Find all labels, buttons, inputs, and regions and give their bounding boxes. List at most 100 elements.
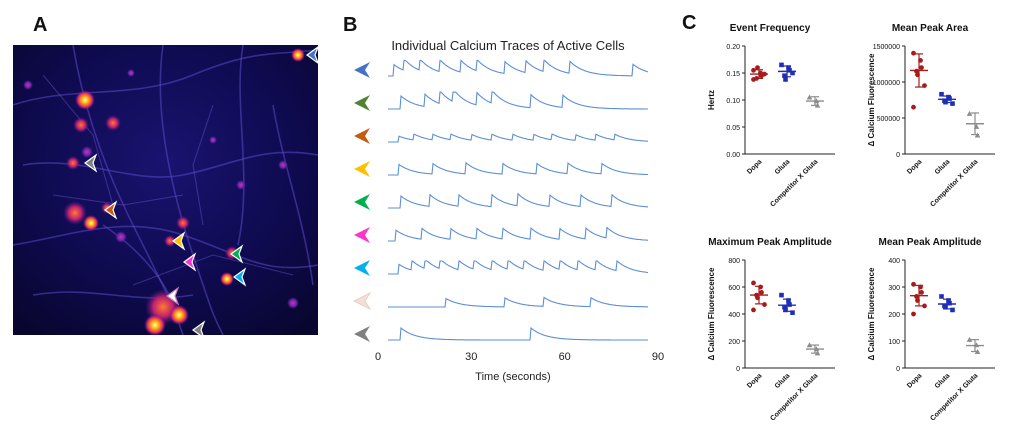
series-2: [938, 294, 956, 313]
calcium-traces-chart: Individual Calcium Traces of Active Cell…: [352, 38, 664, 383]
data-point: [922, 83, 927, 88]
trace-x-tick: 90: [652, 351, 664, 363]
data-point: [814, 102, 821, 108]
data-point: [966, 336, 973, 342]
x-tick-label: Dopa: [906, 372, 923, 389]
y-axis-label: Hertz: [707, 90, 716, 110]
trace-x-tick: 60: [559, 351, 571, 363]
trace-arrow-5: [354, 194, 370, 210]
data-point: [947, 96, 952, 101]
data-point: [782, 304, 787, 310]
series-1: [910, 281, 928, 317]
series-3: [966, 110, 984, 138]
y-tick-label: 0: [736, 366, 740, 373]
data-point: [918, 284, 923, 290]
y-tick-label: 400: [888, 258, 900, 265]
x-tick-label: Competitor X Gluta: [929, 158, 979, 208]
y-tick-label: 0: [896, 366, 900, 373]
data-point: [779, 292, 784, 298]
y-tick-label: 100: [888, 339, 900, 346]
calcium-trace-2: [388, 91, 648, 110]
series-1: [750, 280, 768, 313]
x-tick-label: Gluta: [774, 372, 792, 390]
data-point: [783, 77, 788, 82]
data-point: [786, 65, 791, 70]
series-2: [938, 91, 956, 106]
data-point: [814, 350, 821, 356]
calcium-trace-9: [388, 326, 648, 341]
data-point: [950, 307, 955, 313]
data-point: [939, 294, 944, 299]
trace-arrow-1: [354, 62, 370, 78]
data-point: [946, 298, 951, 303]
data-point: [783, 307, 788, 313]
y-tick-label: 0.00: [726, 152, 740, 159]
data-point: [751, 307, 756, 313]
chart-title: Maximum Peak Amplitude: [708, 237, 832, 248]
panel-label-a: A: [33, 14, 48, 36]
data-point: [911, 281, 916, 287]
calcium-trace-6: [388, 226, 648, 242]
data-point: [915, 72, 920, 78]
data-point: [806, 94, 813, 100]
data-point: [779, 62, 784, 68]
calcium-trace-8: [388, 296, 648, 308]
data-point: [813, 346, 820, 352]
panel-label-b: B: [343, 14, 358, 36]
data-point: [973, 342, 980, 348]
data-point: [787, 302, 792, 307]
data-point: [939, 91, 944, 97]
maximum-peak-amplitude-chart: Maximum Peak Amplitude Δ Calcium Fluoresc…: [707, 237, 835, 423]
y-axis-label: Δ Calcium Fluorescence: [867, 53, 876, 146]
data-point: [813, 98, 820, 104]
data-point: [918, 58, 923, 63]
x-tick-label: Gluta: [934, 372, 952, 390]
chart-title: Mean Peak Amplitude: [879, 237, 982, 248]
y-tick-label: 200: [888, 312, 900, 319]
trace-arrow-2: [354, 95, 370, 111]
data-point: [790, 310, 795, 315]
data-point: [762, 71, 767, 77]
x-tick-label: Competitor X Gluta: [769, 158, 819, 208]
x-tick-label: Dopa: [746, 372, 763, 389]
data-point: [751, 67, 756, 73]
calcium-trace-1: [388, 59, 649, 77]
mean-peak-amplitude-chart: Mean Peak Amplitude Δ Calcium Fluorescenc…: [867, 237, 995, 423]
calcium-trace-3: [388, 133, 648, 143]
panel-label-c: C: [682, 12, 697, 34]
event-frequency-chart: Event Frequency Hertz 0.00 0.05 0.10 0.15 0.20…: [707, 23, 835, 209]
x-tick-label: Gluta: [774, 158, 792, 176]
data-point: [806, 342, 813, 348]
series-1: [750, 65, 768, 82]
trace-arrow-9: [354, 326, 370, 342]
data-point: [915, 298, 920, 303]
calcium-micrograph: [13, 45, 318, 335]
y-axis-label: Δ Calcium Fluorescence: [867, 267, 876, 360]
trace-x-tick: 0: [375, 351, 381, 363]
data-point: [947, 300, 952, 306]
trace-arrow-6: [354, 227, 370, 243]
x-tick-label: Dopa: [746, 158, 763, 175]
data-point: [922, 303, 927, 309]
y-tick-label: 1000000: [873, 80, 900, 87]
series-2: [778, 62, 796, 82]
data-point: [966, 110, 973, 116]
y-tick-label: 500000: [877, 116, 900, 123]
series-3: [806, 94, 824, 108]
data-point: [751, 77, 756, 82]
trace-arrow-4: [354, 161, 370, 177]
data-point: [787, 68, 792, 73]
x-tick-label: Competitor X Gluta: [929, 372, 979, 422]
series-3: [966, 336, 984, 354]
calcium-trace-4: [388, 161, 648, 176]
data-point: [919, 290, 924, 295]
y-tick-label: 0.20: [726, 44, 740, 51]
data-point: [911, 50, 916, 56]
x-tick-label: Competitor X Gluta: [769, 372, 819, 422]
series-1: [910, 50, 928, 110]
y-tick-label: 1500000: [873, 44, 900, 51]
data-point: [974, 132, 981, 138]
data-point: [759, 290, 764, 295]
data-point: [973, 123, 980, 129]
data-point: [755, 65, 760, 70]
